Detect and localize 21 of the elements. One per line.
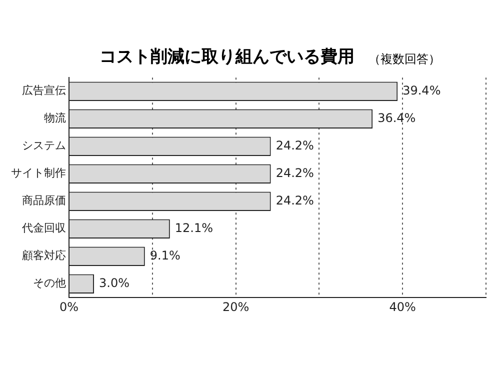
chart-title: コスト削減に取り組んでいる費用: [100, 46, 354, 68]
chart-subtitle: （複数回答）: [368, 51, 440, 68]
data-label: 24.2%: [276, 138, 314, 152]
x-tick-label: 40%: [389, 300, 416, 314]
data-label: 24.2%: [276, 193, 314, 208]
data-label: 39.4%: [402, 83, 441, 98]
y-tick-label: サイト制作: [11, 166, 66, 180]
data-label: 3.0%: [99, 276, 130, 290]
data-label: 9.1%: [150, 248, 180, 262]
data-label: 36.4%: [378, 110, 416, 125]
y-tick-label: システム: [22, 139, 66, 152]
y-tick-label: 代金回収: [21, 222, 66, 235]
y-tick-label: その他: [33, 276, 66, 290]
y-tick-label: 商品原価: [22, 194, 66, 208]
y-tick-label: 物流: [44, 112, 66, 125]
y-tick-label: 広告宣伝: [22, 84, 66, 98]
data-label: 24.2%: [276, 166, 314, 180]
y-tick-label: 顧客対応: [22, 249, 66, 262]
x-tick-label: 0%: [59, 300, 79, 314]
data-label: 12.1%: [174, 220, 214, 235]
x-tick-label: 20%: [222, 300, 250, 314]
